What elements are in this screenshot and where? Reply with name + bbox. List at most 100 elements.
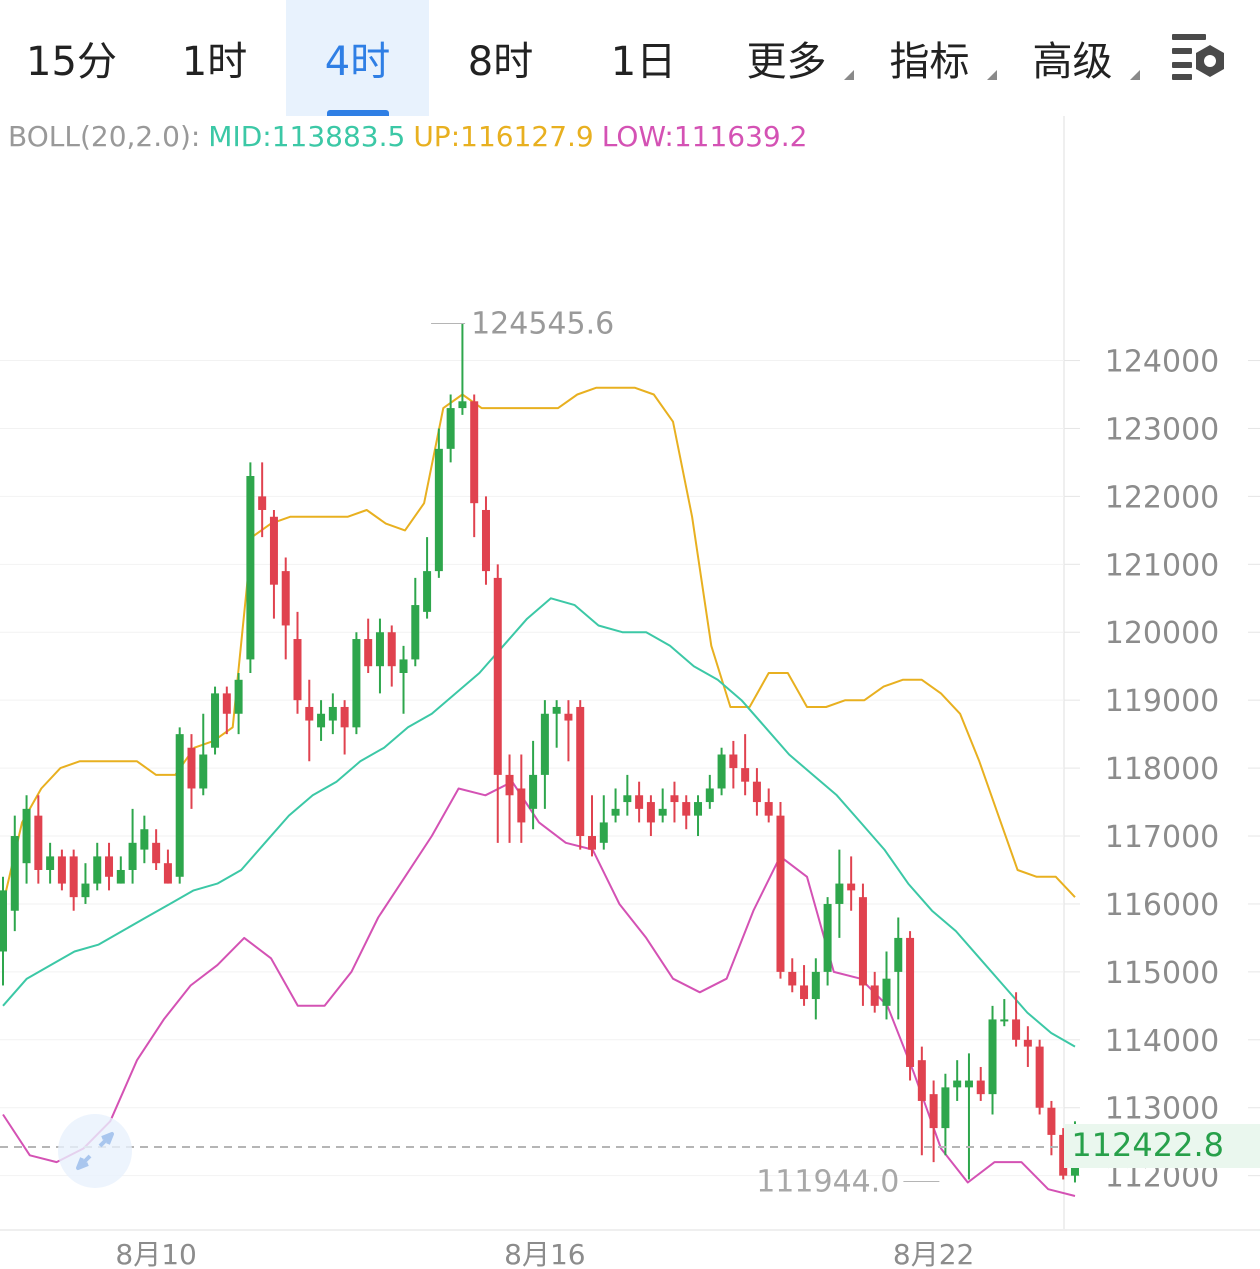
candle-body-up — [234, 679, 243, 714]
candle-body-up — [458, 401, 467, 409]
candle-body-up — [352, 639, 361, 728]
candle-body-down — [1012, 1019, 1021, 1040]
candle-body-down — [1023, 1039, 1032, 1047]
tab-6[interactable]: 更多 — [715, 0, 858, 116]
candle-body-up — [140, 829, 149, 850]
candle-body-down — [505, 774, 514, 796]
candle-body-down — [1059, 1134, 1068, 1176]
candle-body-up — [10, 836, 19, 911]
tab-label: 8时 — [467, 39, 534, 85]
tab-label: 更多 — [746, 39, 827, 85]
y-tick-label: 123000 — [1105, 412, 1220, 447]
candle-body-down — [635, 795, 644, 809]
tab-3[interactable]: 4时 — [286, 0, 429, 116]
candle-body-down — [576, 706, 585, 837]
candle-body-up — [694, 802, 703, 816]
candle-body-down — [163, 863, 172, 884]
candle-body-down — [588, 836, 596, 850]
dropdown-caret-icon — [1130, 70, 1140, 80]
candle-body-down — [281, 571, 290, 626]
candle-body-down — [800, 985, 809, 1000]
candle-body-up — [823, 903, 832, 972]
candle-body-up — [611, 808, 620, 816]
dropdown-caret-icon — [844, 70, 854, 80]
tab-label: 15分 — [26, 39, 117, 85]
candle-body-up — [953, 1080, 962, 1088]
candle-body-up — [411, 605, 420, 660]
candle-body-down — [69, 856, 78, 898]
y-tick-label: 122000 — [1105, 480, 1220, 515]
tab-1[interactable]: 15分 — [0, 0, 143, 116]
tab-label: 4时 — [324, 39, 391, 85]
candlestick-chart[interactable]: 1120001130001140001150001160001170001180… — [0, 116, 1260, 1269]
candle-body-up — [46, 856, 55, 870]
chart-settings-icon[interactable] — [1168, 30, 1232, 86]
candle-body-down — [858, 897, 867, 986]
y-tick-label: 117000 — [1105, 820, 1220, 855]
candle-body-up — [22, 808, 31, 864]
candle-body-up — [894, 937, 903, 972]
y-tick-label: 124000 — [1105, 345, 1220, 380]
candle-body-down — [870, 985, 879, 1006]
tab-5[interactable]: 1日 — [572, 0, 715, 116]
candle-body-up — [1000, 1019, 1009, 1022]
candle-body-up — [128, 842, 137, 870]
tab-8[interactable]: 高级 — [1001, 0, 1144, 116]
candle-body-up — [199, 754, 208, 789]
candle-body-up — [317, 713, 326, 728]
candle-body-up — [658, 808, 667, 816]
tab-4[interactable]: 8时 — [429, 0, 572, 116]
candle-body-down — [517, 788, 526, 823]
candle-body-down — [364, 639, 373, 667]
candle-body-up — [882, 978, 891, 1006]
boll-low-value: LOW:111639.2 — [601, 120, 808, 153]
candle-body-down — [305, 706, 314, 721]
candle-body-down — [752, 781, 761, 803]
candle-body-up — [116, 869, 125, 884]
y-tick-label: 116000 — [1105, 888, 1220, 923]
candle-body-down — [222, 693, 231, 714]
candle-body-down — [105, 856, 114, 877]
candle-body-down — [847, 883, 856, 891]
x-axis-label: 8月22 — [893, 1238, 974, 1269]
max-price-label: 124545.6 — [471, 306, 614, 341]
candle-body-up — [434, 448, 443, 572]
candle-body-down — [1047, 1107, 1056, 1135]
y-tick-label: 113000 — [1105, 1092, 1220, 1127]
candle-body-down — [741, 768, 750, 782]
candle-body-up — [964, 1080, 973, 1088]
candle-body-down — [670, 795, 679, 803]
candle-body-up — [375, 632, 384, 667]
candle-body-down — [788, 971, 797, 986]
candle-body-up — [93, 856, 102, 884]
candle-body-down — [917, 1060, 926, 1101]
candle-body-down — [682, 802, 691, 816]
candle-body-down — [34, 815, 43, 870]
candle-body-up — [552, 706, 561, 714]
boll-middle-band-line — [2, 597, 1076, 1048]
candle-body-down — [340, 706, 349, 728]
candle-body-down — [776, 815, 785, 972]
y-tick-label: 121000 — [1105, 548, 1220, 583]
boll-mid-value: MID:113883.5 — [208, 120, 406, 153]
candle-body-down — [258, 496, 267, 510]
candle-body-up — [717, 754, 726, 789]
candle-body-up — [988, 1019, 997, 1095]
candle-body-up — [705, 788, 714, 803]
tab-7[interactable]: 指标 — [858, 0, 1001, 116]
expand-chart-icon[interactable] — [58, 1114, 132, 1188]
candle-body-down — [906, 937, 915, 1067]
boll-indicator-legend: BOLL(20,2.0): MID:113883.5 UP:116127.9 LOW:… — [8, 120, 815, 153]
tab-2[interactable]: 1时 — [143, 0, 286, 116]
candle-body-down — [481, 509, 490, 572]
candle-body-up — [540, 713, 549, 775]
dropdown-caret-icon — [987, 70, 997, 80]
boll-lower-band-line — [2, 780, 1076, 1197]
candle-body-down — [269, 516, 278, 585]
candle-body-up — [423, 571, 432, 612]
tab-label: 1日 — [610, 39, 677, 85]
y-tick-label: 115000 — [1105, 956, 1220, 991]
candle-body-up — [81, 883, 90, 898]
candle-body-down — [646, 802, 655, 823]
candle-body-down — [470, 401, 479, 504]
